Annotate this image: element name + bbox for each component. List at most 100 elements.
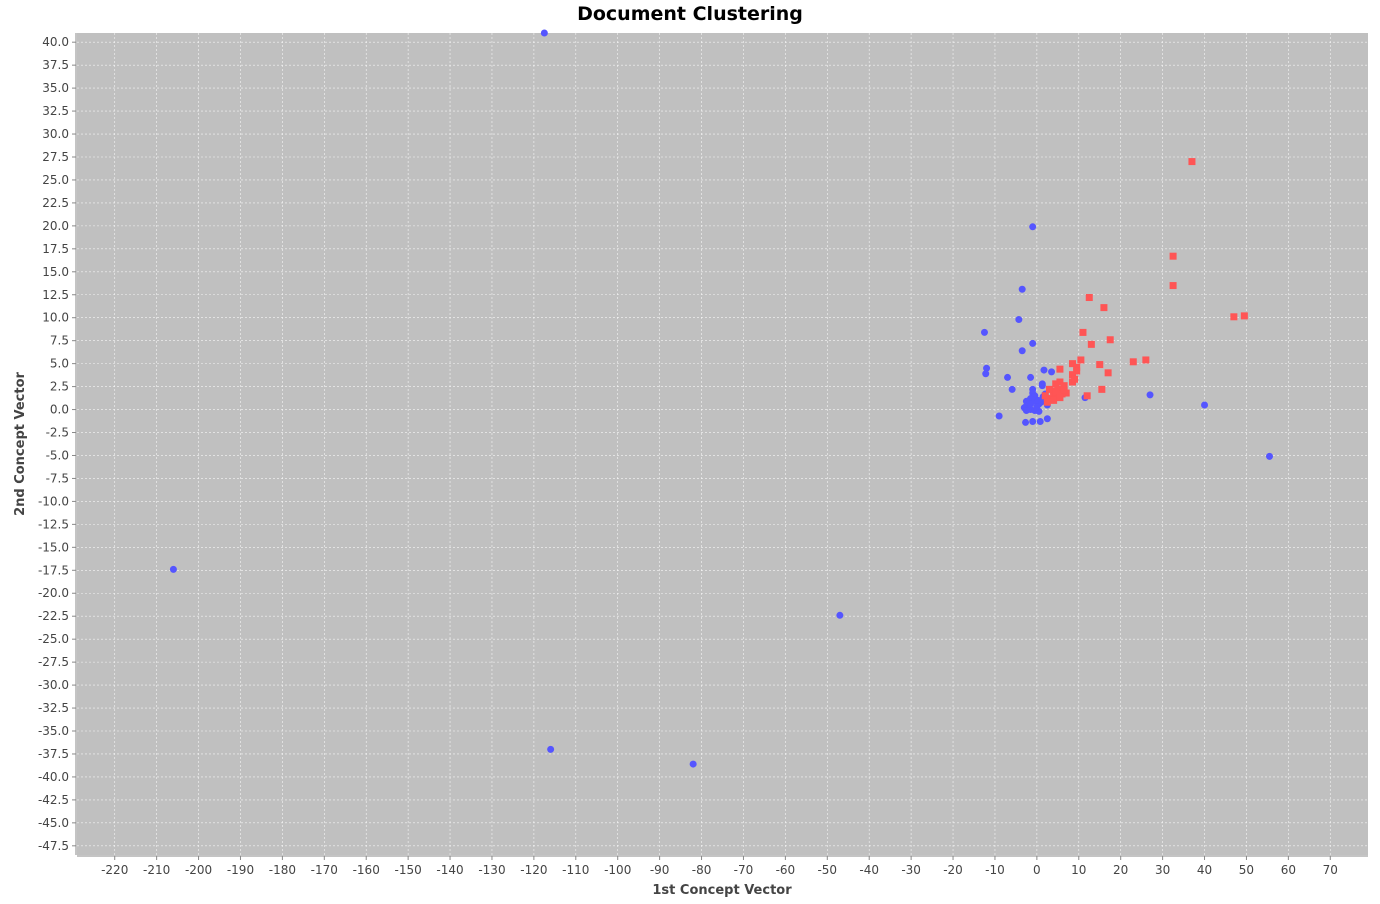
x-tick-label: -170	[311, 863, 338, 877]
scatter-point-circle	[836, 611, 844, 619]
scatter-point-square	[1056, 394, 1064, 402]
x-tick-label: -110	[562, 863, 589, 877]
x-tick-label: 10	[1071, 863, 1086, 877]
y-tick-label: -12.5	[38, 517, 69, 531]
y-tick-label: -20.0	[38, 586, 69, 600]
scatter-point-square	[1169, 282, 1177, 290]
x-tick-label: -120	[520, 863, 547, 877]
y-tick-label: 20.0	[42, 219, 69, 233]
x-tick-label: -150	[395, 863, 422, 877]
chart-title: Document Clustering	[577, 3, 803, 25]
grid-layer	[77, 33, 1368, 855]
scatter-point-square	[1100, 304, 1108, 312]
y-tick-label: -30.0	[38, 678, 69, 692]
y-tick-label: 30.0	[42, 127, 69, 141]
y-tick-label: -25.0	[38, 632, 69, 646]
scatter-point-circle	[1146, 391, 1154, 399]
y-tick-label: 5.0	[50, 357, 69, 371]
scatter-point-square	[1230, 313, 1238, 321]
scatter-point-square	[1052, 380, 1060, 388]
scatter-point-square	[1068, 360, 1076, 368]
y-axis-label: 2nd Concept Vector	[13, 371, 28, 515]
scatter-point-circle	[689, 760, 697, 768]
scatter-point-square	[1188, 158, 1196, 166]
scatter-point-circle	[1029, 417, 1037, 425]
y-tick-label: -37.5	[38, 747, 69, 761]
scatter-point-circle	[1029, 223, 1037, 231]
x-tick-label: 70	[1323, 863, 1338, 877]
scatter-point-square	[1142, 356, 1150, 364]
y-tick-label: -22.5	[38, 609, 69, 623]
y-tick-label: -45.0	[38, 816, 69, 830]
x-tick-label: 20	[1113, 863, 1128, 877]
scatter-point-square	[1169, 252, 1177, 260]
y-tick-label: 12.5	[42, 288, 69, 302]
y-tick-label: -2.5	[46, 426, 69, 440]
x-tick-label: -70	[734, 863, 754, 877]
y-tick-label: 0.0	[50, 403, 69, 417]
scatter-point-circle	[982, 370, 990, 378]
scatter-point-circle	[1033, 403, 1041, 411]
y-tick-label: -35.0	[38, 724, 69, 738]
x-tick-label: -210	[143, 863, 170, 877]
scatter-point-circle	[1038, 382, 1046, 390]
scatter-point-circle	[1048, 368, 1056, 376]
x-tick-label: -40	[859, 863, 879, 877]
scatter-point-circle	[1029, 339, 1037, 347]
scatter-point-square	[1106, 336, 1114, 344]
scatter-point-square	[1087, 340, 1095, 348]
scatter-point-square	[1041, 392, 1049, 400]
y-tick-label: 32.5	[42, 104, 69, 118]
x-tick-label: 40	[1197, 863, 1212, 877]
scatter-point-circle	[169, 565, 177, 573]
x-tick-label: -130	[478, 863, 505, 877]
scatter-point-square	[1060, 382, 1068, 390]
y-tick-label: -17.5	[38, 563, 69, 577]
scatter-point-square	[1073, 363, 1081, 371]
y-tick-label: 35.0	[42, 81, 69, 95]
y-tick-label: 27.5	[42, 150, 69, 164]
x-tick-label: -180	[269, 863, 296, 877]
x-tick-label: -190	[227, 863, 254, 877]
x-tick-label: -100	[604, 863, 631, 877]
scatter-point-circle	[980, 328, 988, 336]
scatter-point-circle	[547, 745, 555, 753]
scatter-point-circle	[1040, 366, 1048, 374]
plot-area	[77, 33, 1368, 855]
x-tick-label: -10	[985, 863, 1005, 877]
y-tick-label: 10.0	[42, 311, 69, 325]
y-tick-label: -15.0	[38, 540, 69, 554]
scatter-point-square	[1056, 365, 1064, 373]
axes-layer: -220 -210 -200 -190 -180 -170 -160 -150 -140 -130…	[38, 33, 1368, 877]
scatter-point-circle	[540, 29, 548, 37]
y-tick-label: 2.5	[50, 380, 69, 394]
scatter-point-square	[1085, 294, 1093, 302]
scatter-point-circle	[1036, 417, 1044, 425]
scatter-point-square	[1045, 385, 1053, 393]
scatter-point-square	[1056, 378, 1064, 386]
scatter-point-square	[1050, 396, 1058, 404]
scatter-point-circle	[1022, 406, 1030, 414]
scatter-point-square	[1104, 369, 1112, 377]
scatter-point-square	[1058, 390, 1066, 398]
y-tick-label: 7.5	[50, 334, 69, 348]
y-tick-label: 22.5	[42, 196, 69, 210]
scatter-point-circle	[995, 412, 1003, 420]
scatter-point-circle	[1265, 452, 1273, 460]
scatter-point-circle	[1004, 373, 1012, 381]
y-tick-label: 37.5	[42, 58, 69, 72]
scatter-point-circle	[1027, 373, 1035, 381]
scatter-point-circle	[1018, 347, 1026, 355]
scatter-point-square	[1129, 358, 1137, 366]
y-tick-label: 17.5	[42, 242, 69, 256]
scatter-point-square	[1071, 375, 1079, 383]
x-tick-label: 50	[1239, 863, 1254, 877]
y-tick-label: -40.0	[38, 770, 69, 784]
scatter-point-circle	[1034, 396, 1042, 404]
scatter-point-square	[1052, 388, 1060, 396]
y-tick-label: 40.0	[42, 35, 69, 49]
x-tick-label: -60	[776, 863, 796, 877]
y-tick-label: -42.5	[38, 793, 69, 807]
